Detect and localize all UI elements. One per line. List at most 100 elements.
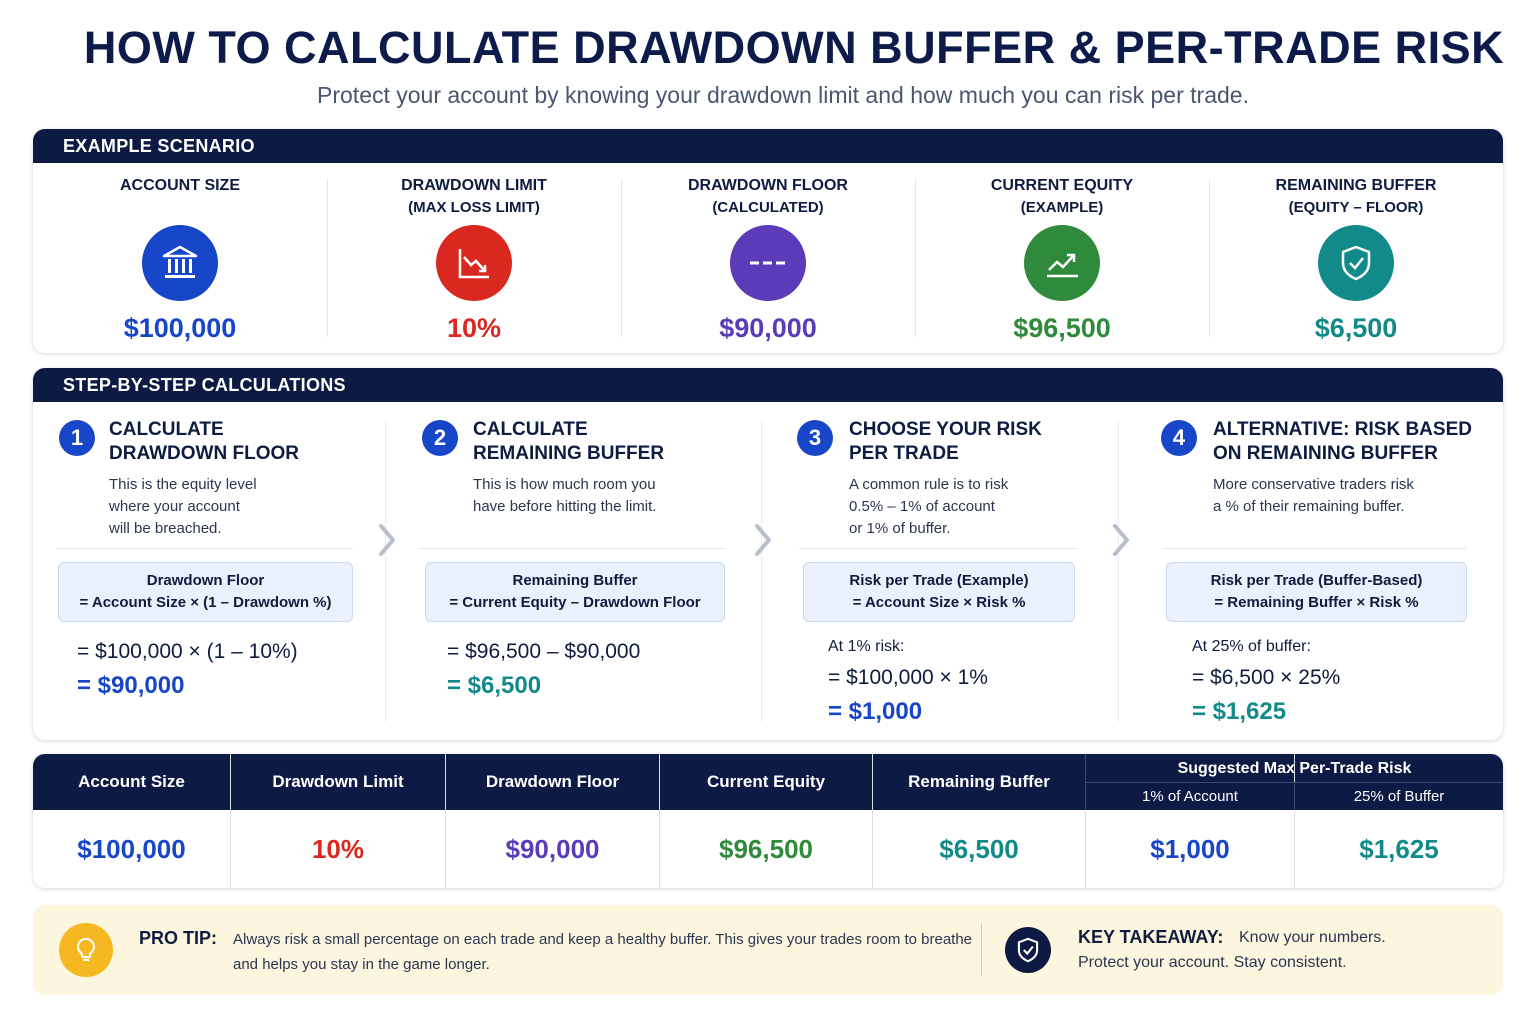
formula-box: Risk per Trade (Example) = Account Size ×…: [803, 562, 1075, 622]
step-number: 3: [797, 420, 833, 456]
step-rule: [57, 548, 353, 549]
step-rule: [799, 548, 1076, 549]
scenario-account-size: ACCOUNT SIZE $100,000: [33, 163, 327, 353]
scenario-label: ACCOUNT SIZE: [120, 177, 240, 194]
column-header: Current Equity: [706, 772, 826, 791]
step-3: 3 CHOOSE YOUR RISK PER TRADE A common rul…: [763, 402, 1123, 740]
steps-heading: STEP-BY-STEP CALCULATIONS: [33, 368, 1503, 402]
bank-icon: [142, 225, 218, 301]
summary-col-drawdown-floor: Drawdown Floor $90,000: [445, 754, 659, 888]
calculation: = $96,500 – $90,000: [447, 640, 641, 663]
shield-check-icon: [1005, 927, 1051, 973]
step-rule: [420, 548, 725, 549]
column-header: Drawdown Limit: [272, 772, 404, 791]
formula-box: Remaining Buffer = Current Equity – Drawd…: [425, 562, 725, 622]
summary-col-25pct-buffer: $1,625: [1294, 754, 1503, 888]
scenario-remaining-buffer: REMAINING BUFFER (EQUITY – FLOOR) $6,500: [1209, 163, 1503, 353]
dashed-line-icon: [730, 225, 806, 301]
scenario-value: $100,000: [123, 313, 237, 343]
calculation-result: = $90,000: [77, 672, 185, 699]
step-description: This is the equity level where your accou…: [109, 476, 257, 537]
step-by-step-panel: STEP-BY-STEP CALCULATIONS 1 CALCULATE DRA…: [33, 368, 1503, 740]
scenario-value: $96,500: [1013, 313, 1111, 343]
summary-col-current-equity: Current Equity $96,500: [659, 754, 872, 888]
summary-col-account-size: Account Size $100,000: [33, 754, 230, 888]
step-divider: [385, 420, 386, 722]
page-title: HOW TO CALCULATE DRAWDOWN BUFFER & PER-T…: [83, 22, 1505, 73]
scenario-heading: EXAMPLE SCENARIO: [33, 129, 1503, 163]
summary-col-1pct-account: $1,000: [1085, 754, 1294, 888]
column-value: $100,000: [77, 833, 186, 864]
column-value: $1,000: [1150, 833, 1230, 864]
column-value: $1,625: [1359, 833, 1439, 864]
trend-up-icon: [1024, 225, 1100, 301]
step-number: 1: [59, 420, 95, 456]
scenario-label: DRAWDOWN LIMIT: [401, 177, 547, 194]
step-title: CALCULATE REMAINING BUFFER: [473, 419, 665, 464]
chevron-right-icon: [1113, 524, 1129, 556]
chevron-right-icon: [755, 524, 771, 556]
step-2: 2 CALCULATE REMAINING BUFFER This is how …: [388, 402, 763, 740]
summary-table: Account Size $100,000 Drawdown Limit 10%…: [33, 754, 1503, 888]
calculation-result: = $1,000: [828, 698, 923, 725]
scenario-drawdown-floor: DRAWDOWN FLOOR (CALCULATED) $90,000: [621, 163, 915, 353]
step-rule: [1163, 548, 1466, 549]
page-subtitle: Protect your account by knowing your dra…: [317, 82, 1249, 108]
key-takeaway-label: KEY TAKEAWAY:: [1078, 927, 1224, 947]
scenario-sublabel: (CALCULATED): [712, 199, 824, 216]
key-takeaway-text-2: Protect your account. Stay consistent.: [1078, 954, 1347, 971]
scenario-current-equity: CURRENT EQUITY (EXAMPLE) $96,500: [915, 163, 1209, 353]
step-title: CHOOSE YOUR RISK PER TRADE: [849, 419, 1042, 464]
summary-col-remaining-buffer: Remaining Buffer $6,500: [872, 754, 1085, 888]
step-divider: [1118, 420, 1119, 722]
key-takeaway-text: Know your numbers.: [1239, 929, 1386, 946]
calculation: = $100,000 × 1%: [828, 666, 988, 689]
scenario-label: DRAWDOWN FLOOR: [688, 177, 848, 194]
column-value: $96,500: [719, 833, 813, 864]
scenario-sublabel: [33, 199, 327, 221]
pro-tip-banner: PRO TIP: Always risk a small percentage …: [33, 905, 1503, 995]
step-number: 2: [422, 420, 458, 456]
column-value: 10%: [311, 833, 365, 864]
scenario-drawdown-limit: DRAWDOWN LIMIT (MAX LOSS LIMIT) 10%: [327, 163, 621, 353]
scenario-value: $6,500: [1314, 313, 1398, 343]
step-divider: [761, 420, 762, 722]
scenario-sublabel: (MAX LOSS LIMIT): [408, 199, 540, 216]
sub-header: 25% of Buffer: [1294, 783, 1503, 810]
example-scenario-panel: EXAMPLE SCENARIO ACCOUNT SIZE $100,000 D…: [33, 129, 1503, 353]
calculation: = $100,000 × (1 – 10%): [77, 640, 298, 663]
lightbulb-icon: [59, 923, 113, 977]
calculation-result: = $1,625: [1192, 698, 1287, 725]
scenario-value: 10%: [446, 313, 502, 343]
pro-tip-text: Always risk a small percentage on each t…: [233, 931, 973, 973]
step-description: This is how much room you have before hit…: [473, 476, 657, 515]
step-number: 4: [1161, 420, 1197, 456]
sub-header: 1% of Account: [1085, 783, 1294, 810]
calculation: = $6,500 × 25%: [1192, 666, 1341, 689]
formula-box: Drawdown Floor = Account Size × (1 – Draw…: [58, 562, 353, 622]
column-value: $6,500: [939, 833, 1019, 864]
pro-tip-label: PRO TIP:: [139, 928, 218, 948]
step-description: A common rule is to risk 0.5% – 1% of acc…: [849, 476, 1009, 537]
step-title: ALTERNATIVE: RISK BASED ON REMAINING BUFF…: [1213, 419, 1472, 464]
scenario-sublabel: (EQUITY – FLOOR): [1288, 199, 1424, 216]
chevron-right-icon: [379, 524, 395, 556]
shield-check-icon: [1318, 225, 1394, 301]
step-title: CALCULATE DRAWDOWN FLOOR: [109, 419, 299, 464]
scenario-value: $90,000: [719, 313, 817, 343]
step-1: 1 CALCULATE DRAWDOWN FLOOR This is the eq…: [33, 402, 388, 740]
suggested-risk-header: Suggested Max Per-Trade Risk: [1085, 754, 1503, 783]
column-value: $90,000: [505, 833, 600, 864]
formula-box: Risk per Trade (Buffer-Based) = Remaining…: [1166, 562, 1467, 622]
column-header: Drawdown Floor: [485, 772, 620, 791]
column-header: Account Size: [78, 772, 185, 791]
calculation-note: At 1% risk:: [828, 638, 905, 655]
summary-col-drawdown-limit: Drawdown Limit 10%: [230, 754, 445, 888]
scenario-label: CURRENT EQUITY: [990, 177, 1134, 194]
tip-divider: [981, 923, 982, 977]
step-description: More conservative traders risk a % of the…: [1213, 476, 1414, 515]
column-header: Remaining Buffer: [908, 772, 1050, 791]
scenario-label: REMAINING BUFFER: [1275, 177, 1437, 194]
scenario-sublabel: (EXAMPLE): [1020, 199, 1104, 216]
calculation-result: = $6,500: [447, 672, 542, 699]
